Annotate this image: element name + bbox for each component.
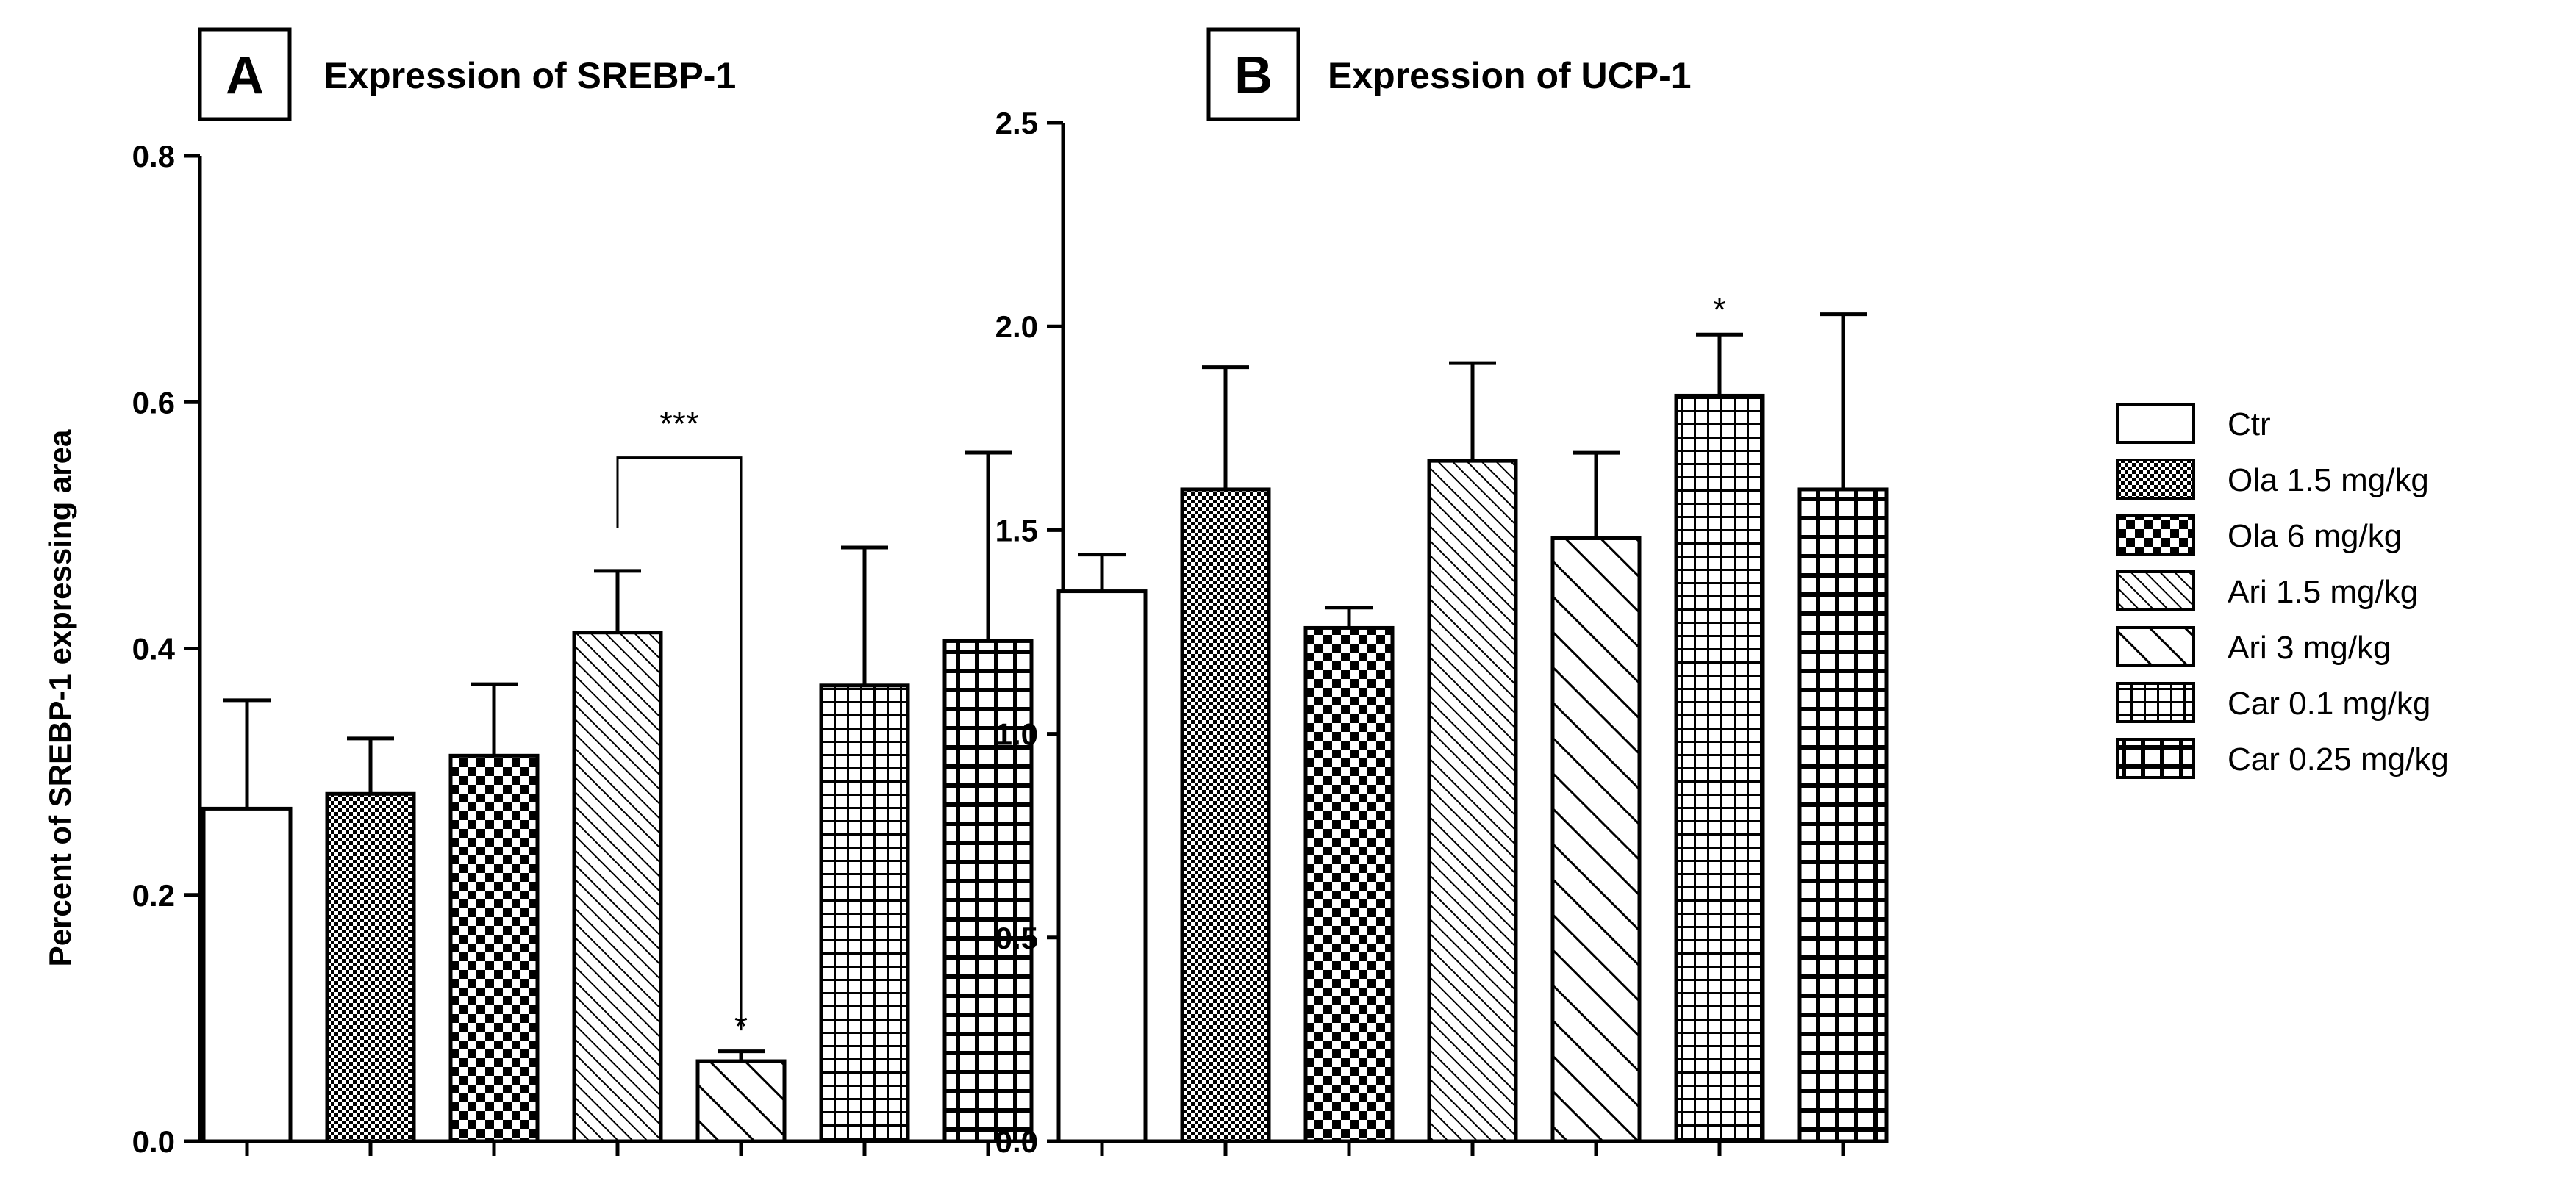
panel-b-header: B Expression of UCP-1	[1206, 27, 1692, 121]
legend-label: Ola 1.5 mg/kg	[2228, 462, 2429, 498]
legend-label: Ola 6 mg/kg	[2228, 518, 2402, 554]
panel-a-ytick-label: 0.2	[132, 878, 175, 913]
panel-b-bar	[1797, 487, 1889, 1143]
panel-b-bar	[1550, 536, 1642, 1143]
panel-a-ytick-label: 0.4	[132, 632, 176, 667]
legend-label: Car 0.25 mg/kg	[2228, 741, 2449, 777]
panel-b-ytick-label: 1.5	[995, 513, 1038, 547]
legend-swatch	[2116, 738, 2195, 779]
panel-a-bar	[819, 683, 910, 1143]
panel-a-ytick-label: 0.6	[132, 385, 175, 420]
panel-b-bar	[1180, 487, 1271, 1143]
svg-text:A: A	[226, 46, 264, 105]
panel-b-ytick-label: 2.5	[995, 106, 1038, 140]
panel-a-bar	[325, 791, 416, 1143]
panel-a-ytick-label: 0.0	[132, 1124, 175, 1159]
legend-swatch	[2116, 403, 2195, 444]
panel-a-chart: 0.00.20.40.60.8****	[132, 139, 1034, 1159]
legend-swatch	[2116, 514, 2195, 556]
panel-a-bar	[695, 1059, 787, 1143]
legend-label: Ari 3 mg/kg	[2228, 630, 2391, 666]
panel-a-ylabel: Percent of SREBP-1 expressing area	[43, 429, 77, 966]
legend-swatch	[2116, 459, 2195, 500]
panel-b-ytick-label: 1.0	[995, 717, 1038, 752]
panel-b-ytick-label: 0.5	[995, 921, 1038, 955]
panel-a-bar	[201, 806, 293, 1143]
panel-a-significance-bracket	[616, 456, 743, 1031]
panel-b-ytick-label: 2.0	[995, 309, 1038, 344]
legend-swatch	[2116, 626, 2195, 667]
panel-b-bar	[1303, 625, 1395, 1143]
svg-text:B: B	[1234, 46, 1273, 105]
legend-swatch	[2116, 570, 2195, 611]
panel-b-bar	[1056, 589, 1148, 1143]
panel-b-bar	[1427, 459, 1518, 1143]
panel-b-ytick-label: 0.0	[995, 1124, 1038, 1159]
panel-a-title: Expression of SREBP-1	[323, 55, 736, 96]
panel-a-bar	[448, 753, 540, 1143]
panel-b-bar	[1674, 393, 1765, 1143]
panel-b-chart: 0.0 0.5 1.0 1.5 2.0 2.5 *	[995, 106, 1889, 1159]
legend-label: Car 0.1 mg/kg	[2228, 686, 2430, 722]
legend-label: Ari 1.5 mg/kg	[2228, 574, 2418, 610]
legend-label: Ctr	[2228, 406, 2271, 442]
legend: Ctr Ola 1.5 mg/kg Ola 6 mg/kg Ari 1.5 mg/kg…	[2116, 403, 2449, 779]
legend-swatch	[2116, 682, 2195, 723]
panel-a-header: A Expression of SREBP-1	[198, 27, 736, 121]
panel-a-ytick-label: 0.8	[132, 139, 175, 173]
panel-b-significance-marker: *	[1713, 290, 1726, 328]
panel-b-title: Expression of UCP-1	[1328, 55, 1692, 96]
panel-a-bar	[572, 631, 663, 1143]
panel-a-significance-label: ***	[659, 405, 699, 443]
panel-a-bar	[942, 639, 1034, 1143]
